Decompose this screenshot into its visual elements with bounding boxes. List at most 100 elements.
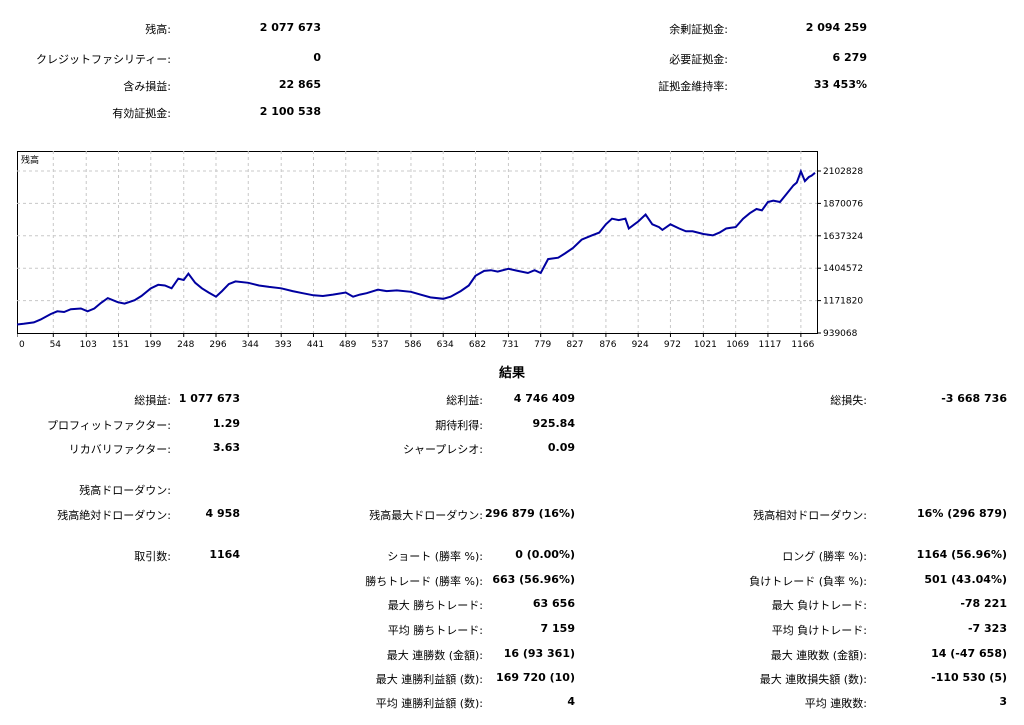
x-tick-label: 924 [632, 340, 649, 350]
margin-label: 必要証拠金: [669, 53, 728, 66]
max-consec-wins-value: 16 (93 361) [503, 647, 575, 660]
y-tick-label: 1171820 [823, 297, 863, 307]
rel-drawdown-value: 16% (296 879) [917, 507, 1007, 520]
x-tick-label: 151 [112, 340, 129, 350]
x-tick-label: 537 [371, 340, 388, 350]
x-tick-label: 682 [469, 340, 486, 350]
balance-line [17, 168, 816, 326]
gross-loss-label: 総損失: [830, 394, 867, 407]
free-margin-value: 2 094 259 [805, 21, 867, 34]
trades-label: 取引数: [134, 550, 171, 563]
expected-payoff-value: 925.84 [532, 417, 575, 430]
x-tick-label: 54 [50, 340, 62, 350]
avg-win-value: 7 159 [540, 622, 575, 635]
max-consec-losses-label: 最大 連敗数 (金額): [770, 649, 867, 662]
x-tick-label: 344 [242, 340, 259, 350]
max-drawdown-label: 残高最大ドローダウン: [369, 509, 483, 522]
avg-consec-wins-label: 平均 連勝利益額 (数): [375, 697, 483, 710]
max-consec-profit-label: 最大 連勝利益額 (数): [375, 673, 483, 686]
margin-level-value: 33 453% [813, 78, 867, 91]
x-tick-label: 827 [566, 340, 583, 350]
short-trades-value: 0 (0.00%) [515, 548, 575, 561]
avg-consec-wins-value: 4 [567, 695, 575, 708]
x-tick-label: 296 [209, 340, 226, 350]
x-tick-label: 1021 [694, 340, 717, 350]
max-loss-label: 最大 負けトレード: [771, 599, 867, 612]
x-tick-label: 248 [177, 340, 194, 350]
x-tick-label: 1166 [791, 340, 814, 350]
profit-factor-label: プロフィットファクター: [46, 419, 171, 432]
max-consec-loss-value: -110 530 (5) [931, 671, 1007, 684]
credit-value: 0 [313, 51, 321, 64]
trades-value: 1164 [209, 548, 240, 561]
balance-chart-svg: 2102828 1870076 1637324 1404572 1171820 93906… [17, 151, 863, 350]
loss-trades-label: 負けトレード (負率 %): [749, 575, 867, 588]
long-trades-value: 1164 (56.96%) [916, 548, 1007, 561]
results-title: 結果 [498, 366, 525, 381]
recovery-factor-label: リカバリファクター: [68, 443, 171, 456]
abs-drawdown-value: 4 958 [205, 507, 240, 520]
max-consec-wins-label: 最大 連勝数 (金額): [386, 649, 483, 662]
x-tick-label: 441 [307, 340, 324, 350]
net-profit-label: 総損益: [134, 394, 171, 407]
margin-level-label: 証拠金維持率: [658, 80, 728, 93]
gross-loss-value: -3 668 736 [941, 392, 1007, 405]
avg-loss-value: -7 323 [967, 622, 1007, 635]
avg-loss-label: 平均 負けトレード: [771, 624, 867, 637]
max-drawdown-value: 296 879 (16%) [485, 507, 575, 520]
x-tick-label: 0 [19, 340, 25, 350]
sharpe-value: 0.09 [547, 441, 575, 454]
expected-payoff-label: 期待利得: [435, 419, 483, 432]
sharpe-label: シャープレシオ: [402, 443, 483, 456]
credit-label: クレジットファシリティー: [35, 53, 171, 66]
y-tick-label: 939068 [823, 329, 858, 339]
margin-value: 6 279 [832, 51, 867, 64]
x-tick-label: 731 [502, 340, 519, 350]
x-tick-label: 634 [437, 340, 454, 350]
abs-drawdown-label: 残高絶対ドローダウン: [57, 509, 171, 522]
max-loss-value: -78 221 [960, 597, 1007, 610]
free-margin-label: 余剰証拠金: [669, 23, 728, 36]
x-tick-label: 489 [339, 340, 356, 350]
x-tick-label: 199 [144, 340, 161, 350]
balance-chart: 2102828 1870076 1637324 1404572 1171820 93906… [17, 151, 867, 356]
x-tick-label: 876 [599, 340, 616, 350]
long-trades-label: ロング (勝率 %): [782, 550, 867, 563]
balance-value: 2 077 673 [259, 21, 321, 34]
profit-factor-value: 1.29 [212, 417, 240, 430]
equity-value: 2 100 538 [259, 105, 321, 118]
x-tick-label: 393 [275, 340, 292, 350]
gross-profit-label: 総利益: [446, 394, 483, 407]
balance-drawdown-label: 残高ドローダウン: [79, 484, 171, 497]
x-tick-label: 1069 [726, 340, 749, 350]
balance-label: 残高: [145, 23, 171, 36]
floating-pl-value: 22 865 [278, 78, 321, 91]
rel-drawdown-label: 残高相対ドローダウン: [753, 509, 867, 522]
gross-profit-value: 4 746 409 [513, 392, 575, 405]
avg-consec-losses-label: 平均 連敗数: [804, 697, 867, 710]
floating-pl-label: 含み損益: [123, 80, 171, 93]
max-consec-profit-value: 169 720 (10) [496, 671, 575, 684]
y-tick-label: 1404572 [823, 264, 863, 274]
plot-area [17, 151, 818, 334]
win-trades-label: 勝ちトレード (勝率 %): [365, 575, 483, 588]
max-consec-losses-value: 14 (-47 658) [931, 647, 1007, 660]
y-tick-label: 1870076 [823, 199, 863, 209]
equity-label: 有効証拠金: [112, 107, 171, 120]
max-win-label: 最大 勝ちトレード: [387, 599, 483, 612]
short-trades-label: ショート (勝率 %): [387, 550, 483, 563]
y-tick-label: 1637324 [823, 232, 863, 242]
max-consec-loss-label: 最大 連敗損失額 (数): [759, 673, 867, 686]
net-profit-value: 1 077 673 [178, 392, 240, 405]
recovery-factor-value: 3.63 [212, 441, 240, 454]
x-tick-label: 586 [404, 340, 421, 350]
x-tick-label: 779 [534, 340, 551, 350]
x-tick-label: 103 [80, 340, 97, 350]
avg-win-label: 平均 勝ちトレード: [387, 624, 483, 637]
win-trades-value: 663 (56.96%) [492, 573, 575, 586]
chart-title: 残高 [21, 154, 39, 166]
y-tick-label: 2102828 [823, 167, 863, 177]
avg-consec-losses-value: 3 [999, 695, 1007, 708]
x-tick-label: 1117 [758, 340, 781, 350]
x-tick-label: 972 [664, 340, 681, 350]
